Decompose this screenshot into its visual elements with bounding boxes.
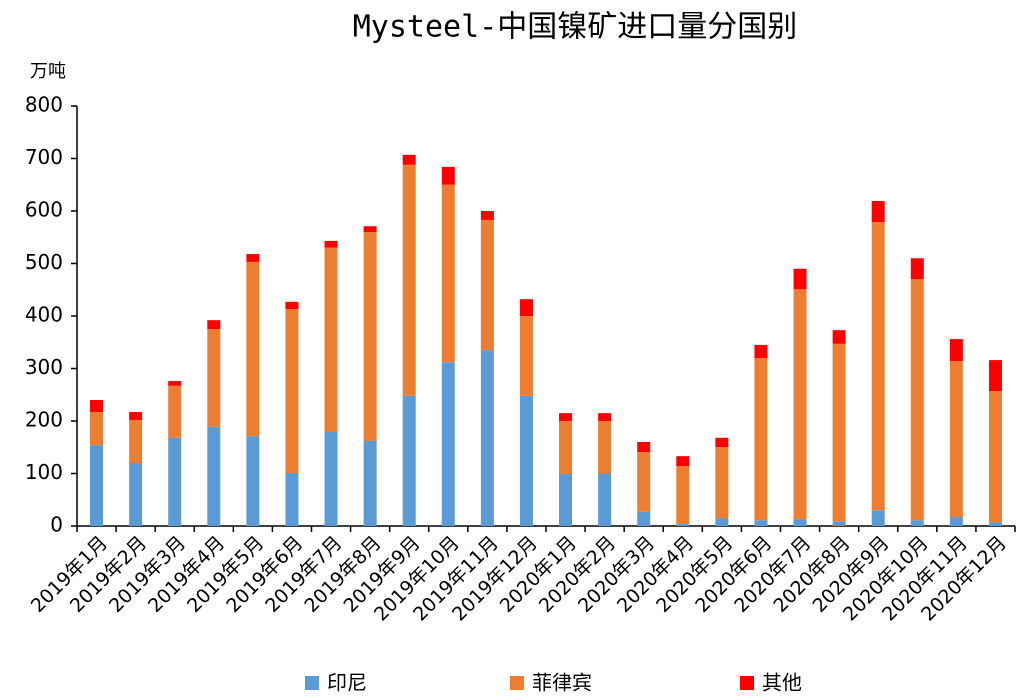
bar-segment [363,226,377,232]
bar-segment [988,391,1002,523]
bar-segment [90,412,104,446]
bar-segment [598,421,612,474]
bar-segment [519,395,533,526]
bar-segment [949,339,963,362]
bar-segment [90,400,104,413]
bar-segment [480,219,494,351]
bar-segment [207,320,221,330]
legend-swatch [510,676,524,690]
bar-segment [246,261,260,437]
bar-segment [637,442,651,452]
y-axis-label: 万吨 [30,61,66,82]
y-tick-label: 800 [25,93,63,117]
bar-segment [285,301,299,310]
bar-segment [90,445,104,526]
bar-segment [715,437,729,448]
bar-segment [715,447,729,519]
bar-segment [168,437,182,526]
bar-segment [754,520,768,526]
bar-segment [324,247,338,433]
y-tick-label: 600 [25,198,63,222]
bar-segment [363,440,377,526]
bar-segment [793,519,807,526]
legend-label: 其他 [762,671,802,695]
y-tick-label: 400 [25,303,63,327]
bar-segment [129,419,143,463]
bar-segment [402,395,416,526]
bar-segment [832,343,846,522]
y-tick-label: 300 [25,355,63,379]
bar-segment [480,211,494,220]
y-tick-label: 700 [25,145,63,169]
bar-segment [910,520,924,526]
bar-segment [129,412,143,420]
bar-segment [832,330,846,344]
bar-segment [598,473,612,526]
bar-segment [207,426,221,526]
bar-segment [207,329,221,427]
legend-swatch [305,676,319,690]
legend-label: 印尼 [327,671,367,695]
bar-segment [871,201,885,223]
bar-segment [676,523,690,526]
bar-segment [168,381,182,386]
bar-segment [519,316,533,396]
bar-segment [559,421,573,475]
bar-segment [793,289,807,520]
bar-segment [949,517,963,526]
bar-segment [285,472,299,526]
bar-segment [324,240,338,248]
bar-segment [402,154,416,165]
bar-segment [676,456,690,467]
bar-segment [129,463,143,526]
bar-segment [246,254,260,262]
bar-segment [988,522,1002,526]
bar-segment [285,309,299,473]
bar-segment [910,258,924,280]
bar-segment [832,521,846,526]
bar-segment [754,358,768,521]
bar-segment [676,466,690,524]
bar-segment [598,413,612,421]
bar-segment [402,164,416,396]
bar-segment [559,474,573,526]
bar-segment [324,432,338,526]
chart-title: Mysteel-中国镍矿进口量分国别 [353,10,798,45]
bar-segment [637,511,651,526]
bar-segment [637,451,651,512]
bar-segment [441,184,455,363]
bar-segment [910,279,924,521]
bar-segment [715,518,729,526]
bar-segment [871,510,885,526]
y-tick-label: 0 [50,513,63,537]
legend-swatch [740,676,754,690]
bar-segment [754,344,768,358]
bar-segment [363,232,377,441]
bar-segment [988,360,1002,392]
bar-segment [480,350,494,526]
bar-segment [246,436,260,526]
bar-segment [871,222,885,511]
y-tick-label: 100 [25,460,63,484]
bar-segment [441,166,455,185]
y-tick-label: 200 [25,408,63,432]
bar-segment [519,299,533,316]
y-tick-label: 500 [25,250,63,274]
bar-segment [559,413,573,421]
bar-segment [168,385,182,438]
bar-segment [441,362,455,526]
bar-segment [793,268,807,290]
legend-label: 菲律宾 [532,671,592,695]
bar-segment [949,361,963,518]
